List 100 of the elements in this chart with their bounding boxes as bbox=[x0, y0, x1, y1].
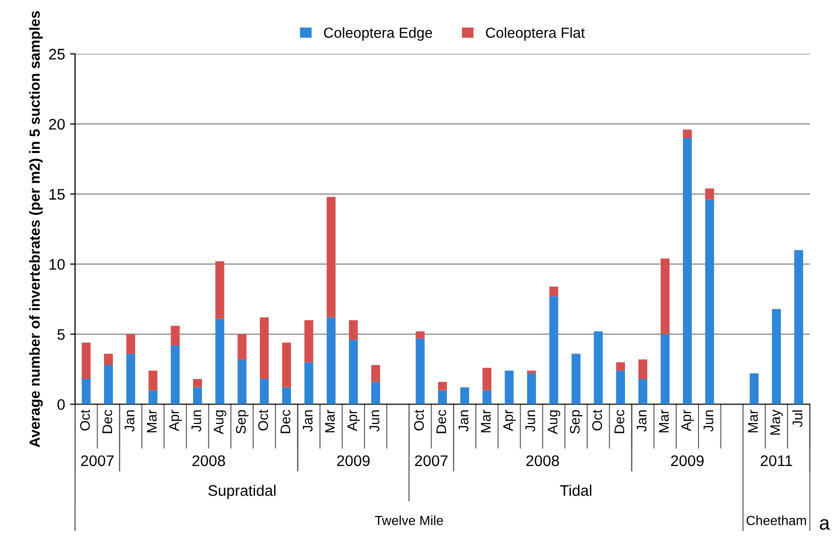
x-tick-label: Apr bbox=[347, 410, 360, 432]
bar bbox=[193, 387, 202, 404]
x-tick-label: Mar bbox=[325, 410, 335, 432]
text: a bbox=[820, 519, 830, 530]
bar bbox=[371, 382, 380, 404]
bar bbox=[682, 130, 692, 138]
x-tick-label: Jan bbox=[302, 410, 313, 432]
x-tick-label: Oct bbox=[80, 410, 90, 430]
y-tick-label: 25 bbox=[49, 48, 65, 60]
bar bbox=[126, 334, 136, 354]
bar bbox=[304, 320, 314, 362]
text: Twelve Mile bbox=[374, 515, 443, 526]
bar bbox=[126, 354, 136, 404]
bar bbox=[170, 326, 180, 346]
x-tick-label: Oct bbox=[414, 410, 424, 430]
x-tick-label: Apr bbox=[681, 410, 694, 432]
text: Tidal bbox=[560, 484, 592, 496]
bar bbox=[282, 387, 292, 404]
bar bbox=[482, 390, 492, 404]
bar bbox=[438, 390, 447, 404]
bar bbox=[616, 370, 626, 404]
y-axis-title: Average number of invertebrates (per m2) in 5 suction samples bbox=[29, 11, 43, 448]
bar bbox=[104, 365, 113, 404]
bar bbox=[482, 368, 492, 390]
bar bbox=[282, 342, 292, 388]
bar bbox=[215, 318, 224, 404]
x-tick-label: Jan bbox=[636, 410, 647, 432]
bar bbox=[416, 338, 425, 404]
x-tick-label: Oct bbox=[258, 410, 268, 430]
bar bbox=[304, 362, 314, 404]
bar bbox=[750, 373, 759, 404]
bar bbox=[170, 345, 180, 404]
bar bbox=[527, 373, 536, 404]
text: 2009 bbox=[671, 455, 704, 466]
bar bbox=[238, 359, 247, 404]
y-tick-label: 0 bbox=[57, 399, 65, 410]
x-tick-label: Sep bbox=[570, 410, 582, 434]
bar bbox=[326, 196, 336, 318]
bar bbox=[616, 362, 626, 371]
y-tick-label: 20 bbox=[49, 118, 65, 130]
bar bbox=[326, 317, 336, 404]
bar bbox=[572, 354, 580, 404]
bar bbox=[82, 342, 91, 380]
legend-label: Coleoptera Flat bbox=[486, 27, 585, 41]
x-tick-label: Jun bbox=[526, 410, 536, 432]
x-tick-label: Aug bbox=[214, 410, 226, 434]
text: 2008 bbox=[526, 455, 559, 466]
x-tick-label: Jun bbox=[704, 410, 714, 432]
bar bbox=[348, 340, 358, 404]
x-tick-label: Aug bbox=[548, 410, 560, 434]
x-tick-label: Jul bbox=[792, 410, 802, 428]
x-tick-label: Mar bbox=[659, 410, 669, 432]
bar bbox=[215, 261, 224, 319]
y-tick-label: 10 bbox=[50, 258, 65, 270]
bar bbox=[549, 296, 558, 404]
x-tick-label: Mar bbox=[481, 410, 491, 432]
text: Supratidal bbox=[208, 484, 276, 499]
bar bbox=[438, 382, 447, 390]
bar bbox=[460, 387, 470, 404]
bar bbox=[371, 365, 380, 382]
bar bbox=[148, 390, 158, 404]
bar bbox=[705, 188, 714, 200]
x-tick-label: Apr bbox=[503, 410, 516, 432]
bar bbox=[638, 379, 648, 404]
bar bbox=[238, 334, 247, 360]
x-tick-label: Jun bbox=[192, 410, 202, 432]
bar bbox=[504, 370, 514, 404]
x-tick-label: Jan bbox=[458, 410, 468, 432]
y-tick-label: 15 bbox=[50, 189, 65, 200]
x-tick-label: Jan bbox=[124, 410, 134, 432]
x-tick-label: Sep bbox=[236, 410, 249, 434]
bar bbox=[660, 258, 670, 334]
x-tick-label: Apr bbox=[169, 410, 182, 432]
bar bbox=[260, 317, 269, 380]
x-tick-label: Mar bbox=[748, 410, 758, 432]
bar bbox=[527, 370, 536, 374]
x-tick-label: Dec bbox=[436, 410, 446, 434]
x-tick-label: Oct bbox=[592, 410, 602, 430]
bar bbox=[193, 379, 202, 388]
bar bbox=[416, 331, 425, 338]
text: Cheetham bbox=[746, 515, 806, 526]
text: 2007 bbox=[81, 455, 114, 466]
bar bbox=[260, 379, 269, 404]
text: 2008 bbox=[192, 455, 225, 466]
bar bbox=[148, 370, 158, 390]
bar bbox=[772, 308, 781, 404]
bar bbox=[104, 354, 113, 366]
bar bbox=[794, 250, 804, 404]
bar bbox=[348, 320, 358, 340]
x-tick-label: May bbox=[770, 410, 783, 435]
bar bbox=[549, 286, 558, 296]
bar bbox=[705, 200, 714, 404]
bar bbox=[594, 331, 603, 404]
x-tick-label: Dec bbox=[102, 410, 112, 434]
x-tick-label: Dec bbox=[614, 410, 624, 434]
text: 2007 bbox=[415, 455, 448, 466]
x-tick-label: Dec bbox=[280, 410, 290, 434]
bar bbox=[82, 379, 91, 404]
bar bbox=[660, 334, 670, 404]
legend-label: Coleoptera Edge bbox=[324, 27, 432, 41]
